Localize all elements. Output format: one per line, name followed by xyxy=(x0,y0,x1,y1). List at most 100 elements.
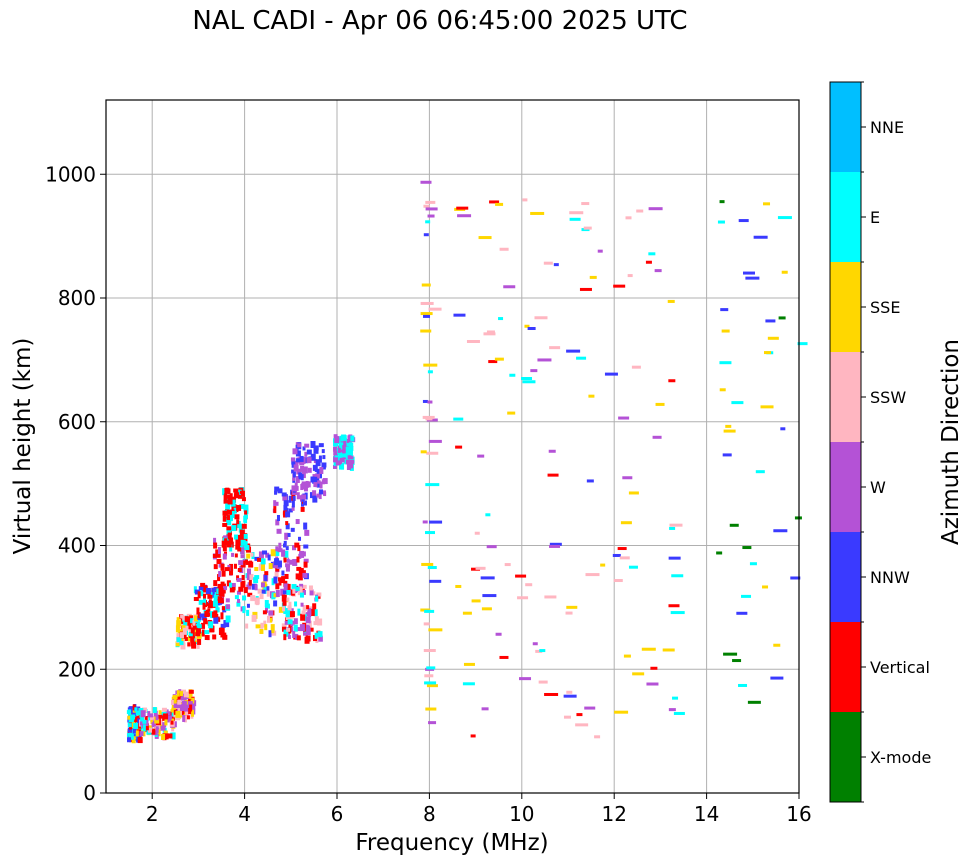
echo-point xyxy=(291,500,295,508)
echo-point xyxy=(641,647,656,651)
echo-point xyxy=(760,405,774,409)
echo-point xyxy=(280,588,286,596)
echo-point xyxy=(181,707,185,714)
echo-point xyxy=(196,607,200,615)
echo-point xyxy=(181,634,187,639)
echo-point xyxy=(295,519,300,525)
echo-point xyxy=(309,492,314,499)
echo-point xyxy=(421,283,431,287)
echo-point xyxy=(173,701,178,708)
echo-point xyxy=(260,582,265,588)
echo-point xyxy=(241,545,245,550)
echo-point xyxy=(187,642,191,647)
echo-point xyxy=(349,445,354,451)
echo-point xyxy=(285,565,290,572)
echo-point xyxy=(742,271,755,275)
echo-point xyxy=(671,574,684,578)
echo-point xyxy=(488,360,498,364)
echo-point xyxy=(300,602,304,607)
echo-point xyxy=(424,681,437,685)
echo-point xyxy=(313,609,318,617)
echo-point xyxy=(767,336,779,340)
echo-point xyxy=(668,379,676,383)
echo-point xyxy=(236,575,240,581)
echo-point xyxy=(524,324,530,328)
echo-point xyxy=(495,202,504,206)
echo-point xyxy=(282,511,287,516)
echo-point xyxy=(317,635,323,642)
echo-point xyxy=(343,443,347,451)
echo-point xyxy=(183,693,187,701)
x-tick-label: 4 xyxy=(238,802,251,826)
echo-point xyxy=(337,447,341,453)
echo-point xyxy=(672,696,679,700)
echo-point xyxy=(253,577,259,584)
echo-point xyxy=(127,730,131,738)
echo-point xyxy=(238,560,244,566)
echo-point xyxy=(287,619,293,625)
echo-point xyxy=(349,456,355,463)
echo-point xyxy=(271,578,275,586)
echo-point xyxy=(287,635,291,640)
colorbar: X-mode Vertical NNW W SSW SSE E NNE xyxy=(829,81,931,803)
echo-point xyxy=(307,626,311,631)
echo-point xyxy=(316,493,321,498)
echo-point xyxy=(579,287,592,291)
echo-point xyxy=(234,534,239,540)
echo-point xyxy=(277,560,282,568)
echo-point xyxy=(309,589,314,596)
echo-point xyxy=(207,594,213,599)
echo-point xyxy=(721,329,730,333)
echo-point xyxy=(254,556,260,561)
echo-point xyxy=(298,474,303,480)
echo-point xyxy=(127,737,132,743)
echo-point xyxy=(619,556,630,560)
echo-point xyxy=(566,690,573,694)
echo-point xyxy=(128,709,132,716)
y-tick-label: 0 xyxy=(83,781,96,805)
echo-point xyxy=(136,714,141,721)
echo-point xyxy=(612,553,621,557)
echo-point xyxy=(233,507,237,514)
echo-point xyxy=(302,500,307,506)
echo-point xyxy=(628,491,639,495)
echo-point xyxy=(274,549,280,556)
echo-point xyxy=(268,563,273,570)
echo-point xyxy=(289,559,295,565)
echo-point xyxy=(212,634,217,640)
echo-point xyxy=(301,471,306,479)
echo-point xyxy=(527,327,536,331)
echo-point xyxy=(763,202,771,206)
echo-point xyxy=(143,723,149,731)
echo-point xyxy=(314,465,318,472)
echo-point xyxy=(777,216,792,220)
echo-point xyxy=(292,545,297,551)
echo-point xyxy=(309,608,315,616)
echo-point xyxy=(171,712,176,717)
y-tick-label: 1000 xyxy=(45,162,96,186)
echo-point xyxy=(645,260,652,264)
echo-point xyxy=(482,594,497,598)
echo-point xyxy=(264,571,269,576)
echo-point xyxy=(269,617,273,623)
echo-point xyxy=(719,361,732,365)
echo-point xyxy=(142,707,148,713)
echo-point xyxy=(137,737,143,744)
colorbar-segment xyxy=(830,442,861,532)
echo-point xyxy=(565,611,573,615)
echo-point xyxy=(478,236,492,240)
echo-point xyxy=(173,697,177,704)
echo-point xyxy=(218,571,222,578)
echo-point xyxy=(425,417,433,421)
echo-point xyxy=(221,606,226,611)
echo-point xyxy=(274,558,280,566)
echo-point xyxy=(339,457,343,464)
echo-point xyxy=(347,435,351,443)
echo-point xyxy=(668,708,676,712)
echo-point xyxy=(243,533,248,539)
echo-point xyxy=(780,427,786,431)
echo-point xyxy=(420,450,427,454)
echo-point xyxy=(427,400,433,404)
echo-point xyxy=(286,589,291,595)
echo-point xyxy=(182,627,187,635)
